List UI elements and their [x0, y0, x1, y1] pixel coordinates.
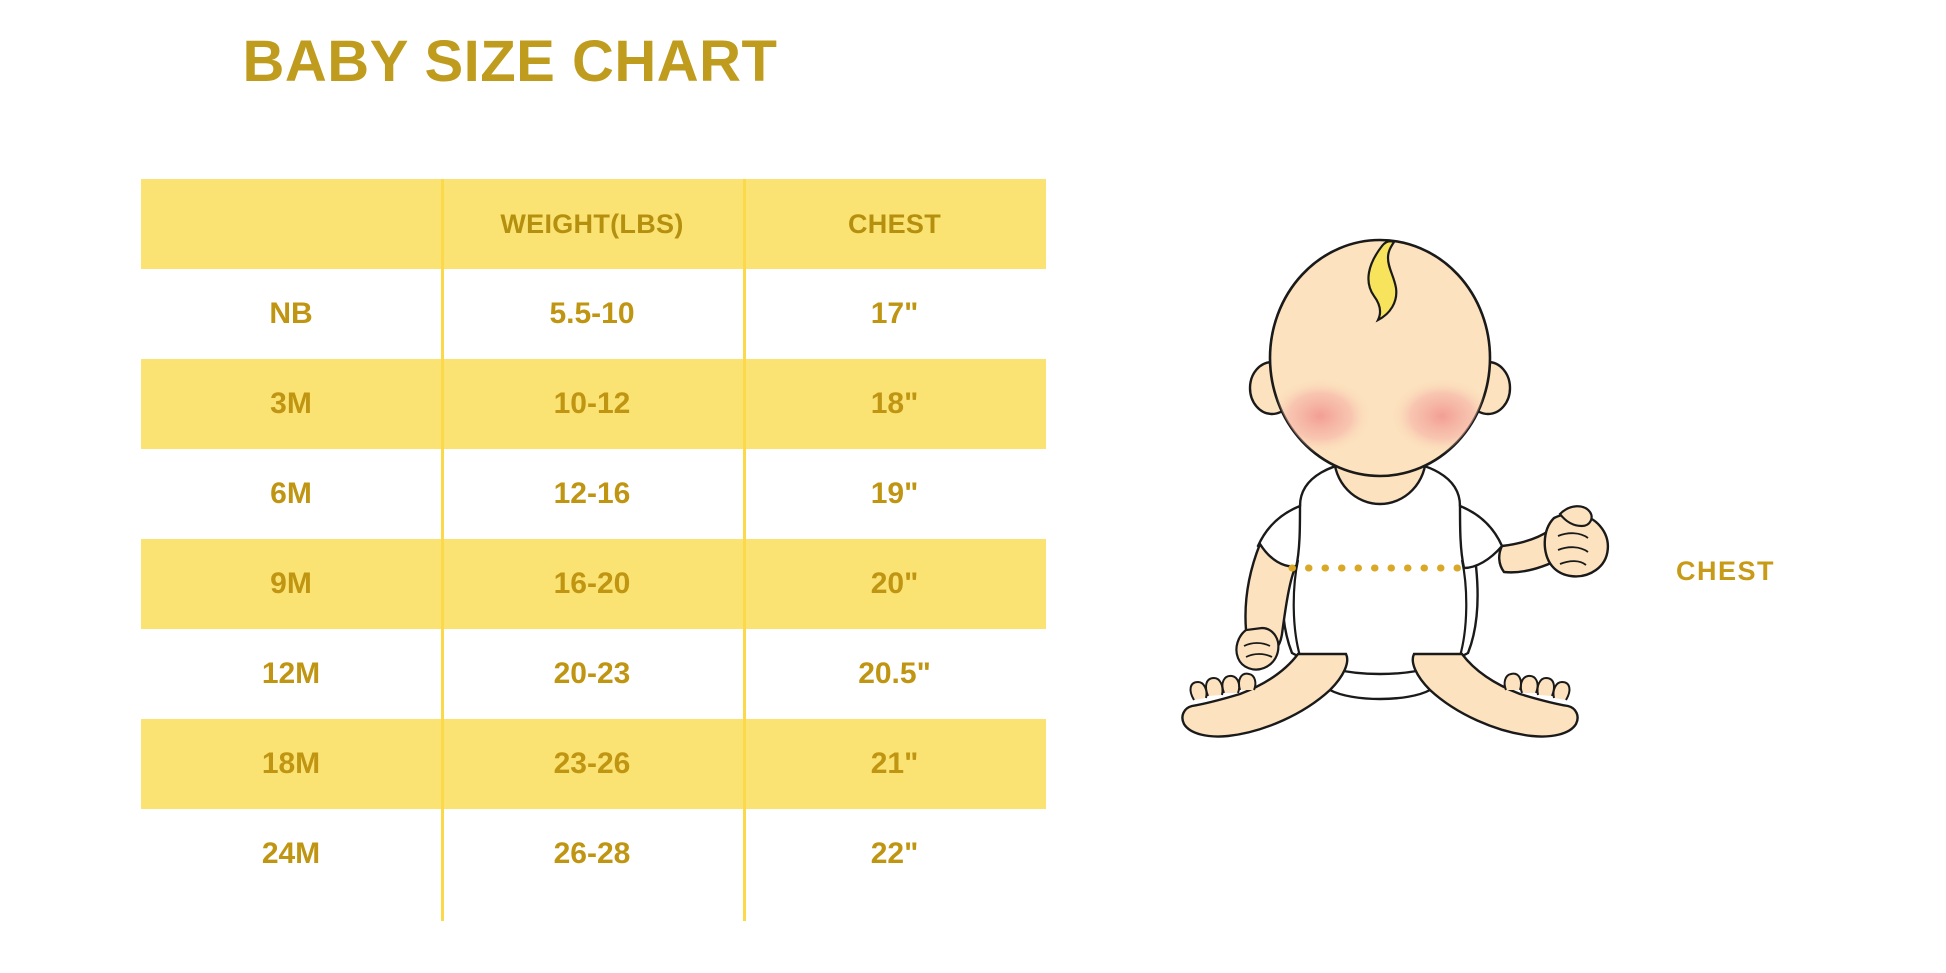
cell-weight: 20-23 — [553, 657, 631, 690]
cell-chest: 22" — [870, 837, 919, 870]
cell-chest: 20" — [870, 567, 919, 600]
cell-chest: 19" — [870, 477, 919, 510]
baby-illustration — [1180, 238, 1660, 838]
cell-size: 12M — [261, 657, 321, 690]
cell-chest: 17" — [870, 297, 919, 330]
hair-curl — [1367, 240, 1398, 323]
table-header-row: WEIGHT(LBS) CHEST — [141, 179, 1046, 269]
table-row: NB 5.5-10 17" — [141, 269, 1046, 359]
cell-weight: 23-26 — [553, 747, 631, 780]
page-title: BABY SIZE CHART — [242, 29, 778, 94]
table-row: 12M 20-23 20.5" — [141, 629, 1046, 719]
table-row: 3M 10-12 18" — [141, 359, 1046, 449]
cell-weight: 10-12 — [553, 387, 631, 420]
table-row: 18M 23-26 21" — [141, 719, 1046, 809]
cell-size: 18M — [261, 747, 321, 780]
size-table: WEIGHT(LBS) CHEST NB 5.5-10 17" 3M 10-12… — [141, 179, 1046, 899]
baby-legs-group — [1181, 652, 1579, 738]
table-row: 24M 26-28 22" — [141, 809, 1046, 899]
cell-size: 24M — [261, 837, 321, 870]
chest-label: CHEST — [1676, 556, 1776, 586]
table-row: 6M 12-16 19" — [141, 449, 1046, 539]
baby-arms-group — [1235, 505, 1609, 671]
cell-size: 3M — [270, 387, 312, 420]
cell-chest: 21" — [870, 747, 919, 780]
cell-weight: 26-28 — [553, 837, 631, 870]
column-header-weight: WEIGHT(LBS) — [500, 208, 684, 239]
column-header-chest: CHEST — [847, 208, 941, 239]
cell-weight: 5.5-10 — [549, 297, 635, 330]
table-row: 9M 16-20 20" — [141, 539, 1046, 629]
cell-size: NB — [269, 297, 313, 330]
cell-chest: 18" — [870, 387, 919, 420]
baby-head-group — [1248, 238, 1512, 478]
cell-chest: 20.5" — [858, 657, 931, 690]
cell-size: 6M — [270, 477, 312, 510]
cell-size: 9M — [270, 567, 312, 600]
cell-weight: 12-16 — [553, 477, 631, 510]
cell-weight: 16-20 — [553, 567, 631, 600]
